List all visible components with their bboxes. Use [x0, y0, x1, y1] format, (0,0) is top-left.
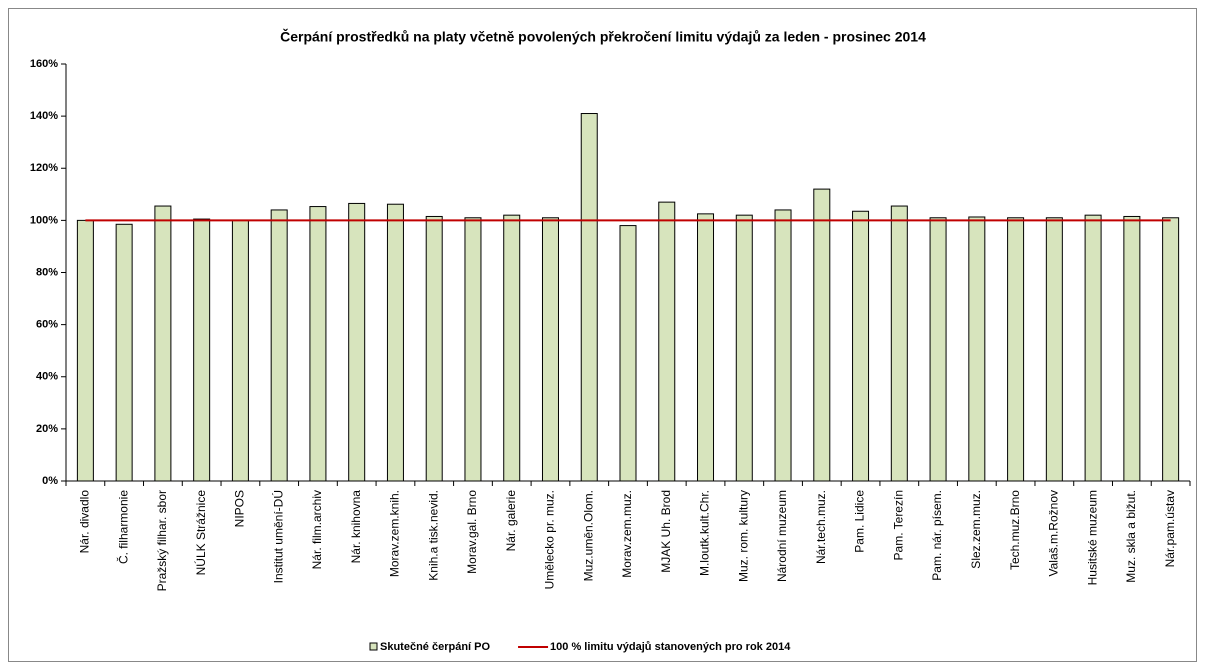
- y-tick-label: 120%: [30, 162, 58, 174]
- x-tick-label: Nár.pam.ústav: [1163, 490, 1177, 567]
- x-tick-label: Tech.muz.Brno: [1008, 490, 1022, 570]
- x-tick-label: M.loutk.kult.Chr.: [698, 490, 712, 576]
- x-tick-label: Národní muzeum: [775, 490, 789, 582]
- bar: [1123, 215, 1141, 482]
- x-tick-label: Pam. Terezín: [891, 490, 905, 560]
- x-tick-label: Slez.zem.muz.: [969, 490, 983, 569]
- bar: [270, 209, 288, 482]
- bar: [929, 217, 947, 482]
- bar: [774, 209, 792, 482]
- x-tick-label: Valaš.m.Rožnov: [1047, 490, 1061, 576]
- legend-label: Skutečné čerpání PO: [380, 641, 490, 653]
- x-tick-label: Nár. divadlo: [78, 490, 92, 554]
- bar: [503, 214, 521, 482]
- x-tick-label: Muz.uměn.Olom.: [581, 490, 595, 581]
- x-tick-label: Nár. knihovna: [349, 490, 363, 564]
- x-tick-label: Umělecko pr. muz.: [543, 490, 557, 589]
- chart-title: Čerpání prostředků na platy včetně povol…: [280, 28, 926, 45]
- bar: [1007, 217, 1025, 482]
- bar: [813, 188, 831, 482]
- y-tick-label: 160%: [30, 58, 58, 70]
- bar: [697, 213, 715, 482]
- bar: [658, 201, 676, 482]
- bar: [968, 216, 986, 482]
- x-tick-label: Nár. film.archiv: [310, 490, 324, 569]
- x-tick-label: Pam. nár. písem.: [930, 490, 944, 581]
- x-tick-label: NÚLK Strážnice: [193, 490, 208, 576]
- bar: [1084, 214, 1102, 482]
- bar: [348, 202, 366, 482]
- bar: [619, 225, 637, 482]
- x-tick-label: Institut umění-DÚ: [270, 490, 285, 583]
- y-tick-label: 100%: [30, 214, 58, 226]
- bar: [464, 217, 482, 482]
- bar: [580, 113, 598, 482]
- x-tick-label: Pam. Lidice: [853, 490, 867, 553]
- x-tick-label: Morav.zem.knih.: [388, 490, 402, 577]
- legend-swatch: [369, 642, 378, 651]
- x-tick-label: MJAK Uh. Brod: [659, 490, 673, 573]
- bar: [852, 210, 870, 482]
- x-tick-label: Knih.a tisk.nevid.: [426, 490, 440, 581]
- x-tick-label: Muz. rom. kultury: [736, 490, 750, 582]
- bar: [425, 215, 443, 482]
- x-tick-label: Nár.tech.muz.: [814, 490, 828, 564]
- bar: [386, 203, 404, 482]
- y-tick-label: 80%: [36, 266, 58, 278]
- bar: [1045, 217, 1063, 482]
- bar: [154, 205, 172, 482]
- bar: [1162, 217, 1180, 482]
- y-tick-label: 60%: [36, 319, 58, 331]
- bar: [735, 214, 753, 482]
- y-tick-label: 20%: [36, 423, 58, 435]
- y-tick-label: 140%: [30, 110, 58, 122]
- x-tick-label: Morav.zem.muz.: [620, 490, 634, 578]
- bar: [115, 223, 133, 482]
- x-tick-label: Č. filharmonie: [115, 490, 130, 564]
- bar: [193, 218, 211, 482]
- x-tick-label: Pražský filhar. sbor: [155, 490, 169, 591]
- x-tick-label: Nár. galerie: [504, 490, 518, 552]
- x-tick-label: NIPOS: [233, 490, 247, 527]
- bar: [76, 219, 94, 482]
- y-tick-label: 40%: [36, 371, 58, 383]
- bar: [309, 206, 327, 482]
- bar: [890, 205, 908, 482]
- legend-label: 100 % limitu výdajů stanovených pro rok …: [550, 641, 791, 653]
- y-tick-label: 0%: [42, 475, 58, 487]
- x-tick-label: Muz. skla a bižut.: [1124, 490, 1138, 583]
- bar: [541, 217, 559, 482]
- x-tick-label: Morav.gal. Brno: [465, 490, 479, 574]
- bar: [231, 219, 249, 482]
- x-tick-label: Husitské muzeum: [1085, 490, 1099, 585]
